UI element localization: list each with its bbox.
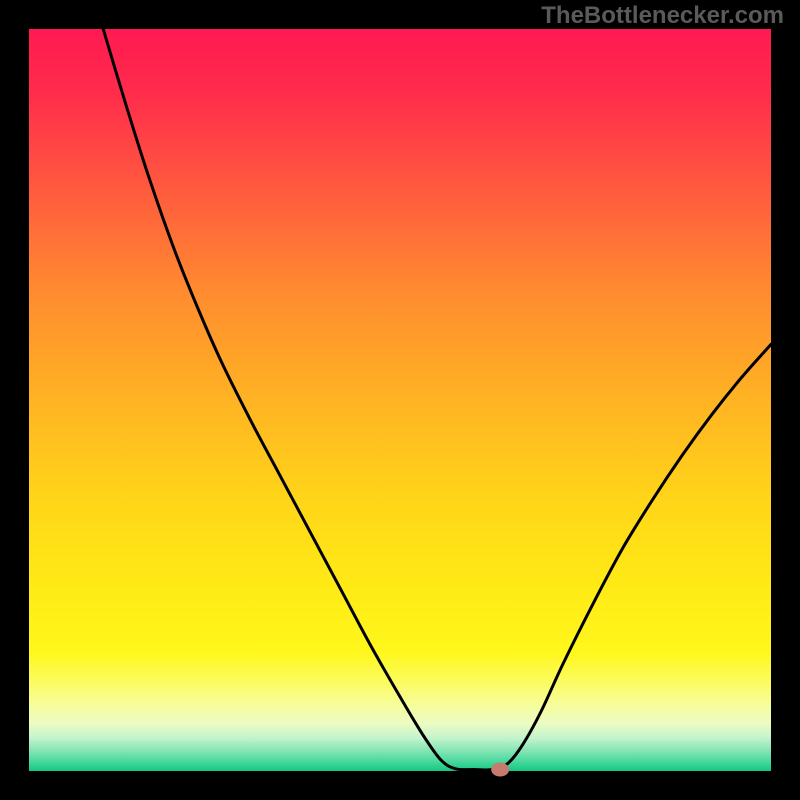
optimal-point-marker <box>491 763 509 777</box>
chart-svg <box>0 0 800 800</box>
plot-area <box>29 29 771 771</box>
watermark: TheBottlenecker.com <box>541 2 784 30</box>
bottleneck-chart: TheBottlenecker.com <box>0 0 800 800</box>
